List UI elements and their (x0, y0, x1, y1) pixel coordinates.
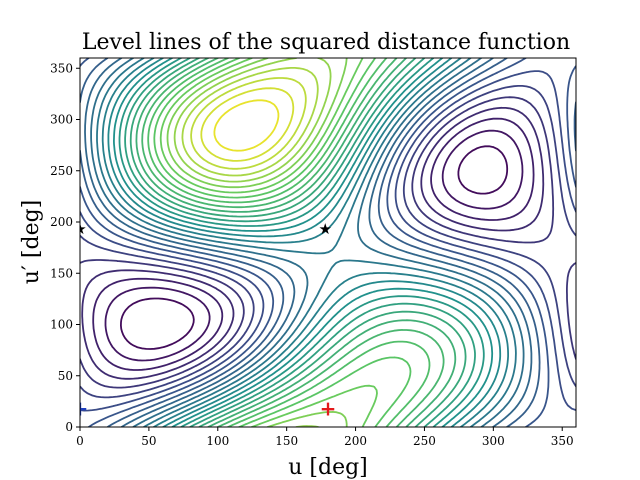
cross-marker: + (320, 397, 337, 421)
y-tick-label: 350 (50, 61, 73, 75)
contour-level-line (80, 85, 576, 399)
x-tick-label: 250 (413, 434, 436, 448)
x-tick-label: 150 (275, 434, 298, 448)
contour-lines (80, 58, 576, 427)
contour-level-line (181, 67, 319, 177)
contour-level-line (120, 145, 509, 350)
x-tick-label: 350 (551, 434, 574, 448)
contour-level-line (81, 106, 545, 380)
x-tick-label: 300 (482, 434, 505, 448)
x-axis-label: u [deg] (288, 455, 368, 480)
x-tick-label: 100 (206, 434, 229, 448)
y-tick-label: 300 (50, 113, 73, 127)
contour-level-line (190, 77, 307, 170)
x-axis-ticks: 0 50 100 150 200 250 300 350 (76, 427, 574, 448)
contour-level-line (200, 87, 295, 162)
contour-level-line (96, 58, 517, 427)
y-tick-label: 50 (58, 369, 73, 383)
x-tick-label: 0 (76, 434, 84, 448)
marker-layer: ★ ★ + + (72, 220, 337, 421)
contour-level-line (135, 58, 457, 427)
plot-frame (79, 57, 577, 428)
contour-level-line (118, 58, 485, 427)
star-marker: ★ (319, 220, 332, 238)
contour-level-line (141, 58, 445, 427)
contour-level-line (92, 117, 535, 371)
cross-marker: + (72, 397, 89, 421)
y-tick-label: 200 (50, 215, 73, 229)
star-marker: ★ (73, 220, 86, 238)
y-tick-label: 0 (65, 420, 73, 434)
x-tick-label: 50 (141, 434, 156, 448)
contour-level-line (113, 58, 494, 427)
chart-title: Level lines of the squared distance func… (82, 30, 570, 55)
x-tick-label: 200 (344, 434, 367, 448)
contour-level-line (80, 58, 576, 427)
y-tick-label: 250 (50, 164, 73, 178)
y-axis-ticks: 0 50 100 150 200 250 300 350 (50, 61, 80, 434)
y-axis-label: u′ [deg] (19, 200, 44, 285)
y-tick-label: 150 (50, 266, 73, 280)
contour-level-line (80, 96, 576, 389)
contour-level-line (80, 70, 576, 412)
contour-level-line (104, 129, 524, 362)
contour-level-line (107, 58, 502, 427)
contour-level-line (84, 58, 533, 427)
y-tick-label: 100 (50, 318, 73, 332)
contour-level-line (213, 99, 280, 152)
